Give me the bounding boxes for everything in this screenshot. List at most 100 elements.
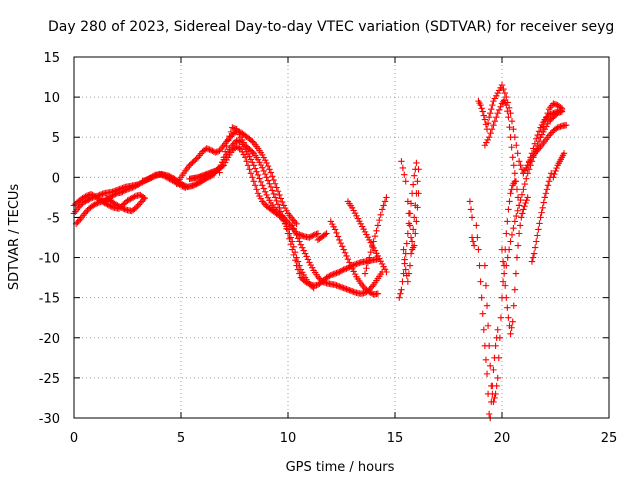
data-point-interp (299, 244, 306, 251)
data-point-interp (105, 202, 113, 209)
data-point (507, 134, 514, 141)
data-point-interp (517, 196, 524, 204)
x-tick-label: 0 (70, 431, 78, 446)
data-point-interp (261, 188, 269, 195)
data-point (550, 174, 557, 181)
data-point-interp (493, 382, 500, 390)
data-point-interp (504, 107, 511, 115)
data-point (537, 214, 544, 221)
data-point (216, 169, 223, 176)
data-point-interp (363, 265, 370, 272)
data-point-interp (277, 208, 285, 215)
data-point-interp (251, 182, 259, 189)
data-point (558, 105, 566, 112)
data-point (293, 220, 300, 228)
data-point-interp (367, 249, 374, 256)
data-point (522, 199, 529, 207)
data-point-interp (287, 234, 295, 241)
data-point-interp (244, 162, 252, 169)
data-point-interp (531, 244, 539, 251)
data-point (479, 108, 486, 115)
data-point-interp (478, 294, 485, 301)
data-point-interp (82, 193, 89, 200)
data-point-interp (543, 113, 550, 121)
data-point-interp (409, 226, 417, 233)
data-point (498, 81, 506, 89)
data-point-interp (518, 191, 526, 198)
data-point-interp (544, 182, 552, 189)
data-point (259, 164, 266, 171)
y-axis-label: SDTVAR / TECUs (7, 184, 22, 291)
data-point-interp (260, 185, 267, 192)
data-point-interp (499, 258, 507, 265)
data-point (507, 238, 514, 245)
data-point (507, 109, 514, 117)
data-point-interp (469, 238, 477, 245)
data-point (259, 182, 266, 189)
data-point (406, 262, 414, 269)
data-point-interp (493, 113, 500, 121)
data-point-interp (401, 256, 408, 263)
data-point (263, 174, 270, 181)
series-arc-26 (528, 170, 555, 265)
data-point (224, 137, 232, 144)
data-point (246, 153, 253, 160)
data-point (220, 154, 227, 161)
data-series (70, 81, 570, 422)
data-point (496, 334, 504, 341)
data-point-interp (504, 304, 511, 311)
data-point-interp (274, 188, 282, 195)
data-point-interp (514, 150, 521, 157)
data-point (509, 154, 516, 161)
data-point-interp (347, 262, 354, 269)
data-point-interp (407, 200, 415, 207)
data-point (518, 214, 525, 221)
data-point (511, 286, 519, 293)
data-point-interp (92, 200, 100, 208)
data-point (498, 246, 506, 253)
data-point (511, 170, 519, 177)
data-point-interp (339, 267, 346, 274)
y-tick-label: -30 (39, 412, 60, 427)
data-point-interp (339, 243, 346, 250)
data-point-interp (529, 254, 537, 261)
data-point-interp (510, 302, 517, 309)
data-point-interp (286, 235, 293, 243)
data-point (483, 302, 491, 309)
data-point-interp (294, 266, 302, 273)
data-point (483, 370, 491, 378)
data-point-interp (118, 204, 125, 212)
data-point-interp (484, 322, 492, 329)
axis-ticks (73, 56, 610, 419)
data-point-interp (247, 170, 255, 177)
series-arc-11 (327, 218, 382, 298)
data-point-interp (219, 159, 226, 166)
series-arc-18 (466, 198, 478, 249)
data-point-interp (504, 254, 511, 261)
series-arc-9 (289, 222, 386, 297)
data-point-interp (274, 201, 282, 208)
y-tick-label: 0 (52, 171, 60, 186)
data-point-interp (300, 247, 307, 254)
data-point (503, 294, 510, 301)
data-point (331, 226, 339, 233)
data-point-interp (304, 256, 312, 263)
data-point-interp (489, 101, 496, 109)
data-point-interp (551, 170, 558, 178)
data-point-interp (497, 314, 505, 321)
data-point-interp (294, 258, 302, 265)
data-point (475, 246, 482, 253)
data-point-interp (508, 186, 515, 193)
data-point-interp (517, 162, 524, 169)
data-point-interp (270, 176, 277, 184)
data-point-interp (277, 195, 285, 202)
data-point-interp (236, 145, 243, 152)
data-point (314, 230, 322, 237)
series-arc-12 (344, 198, 390, 276)
x-tick-label: 5 (177, 431, 185, 446)
data-point (511, 218, 519, 225)
data-point-interp (508, 144, 515, 151)
data-point-interp (309, 232, 316, 240)
data-point (402, 250, 409, 257)
